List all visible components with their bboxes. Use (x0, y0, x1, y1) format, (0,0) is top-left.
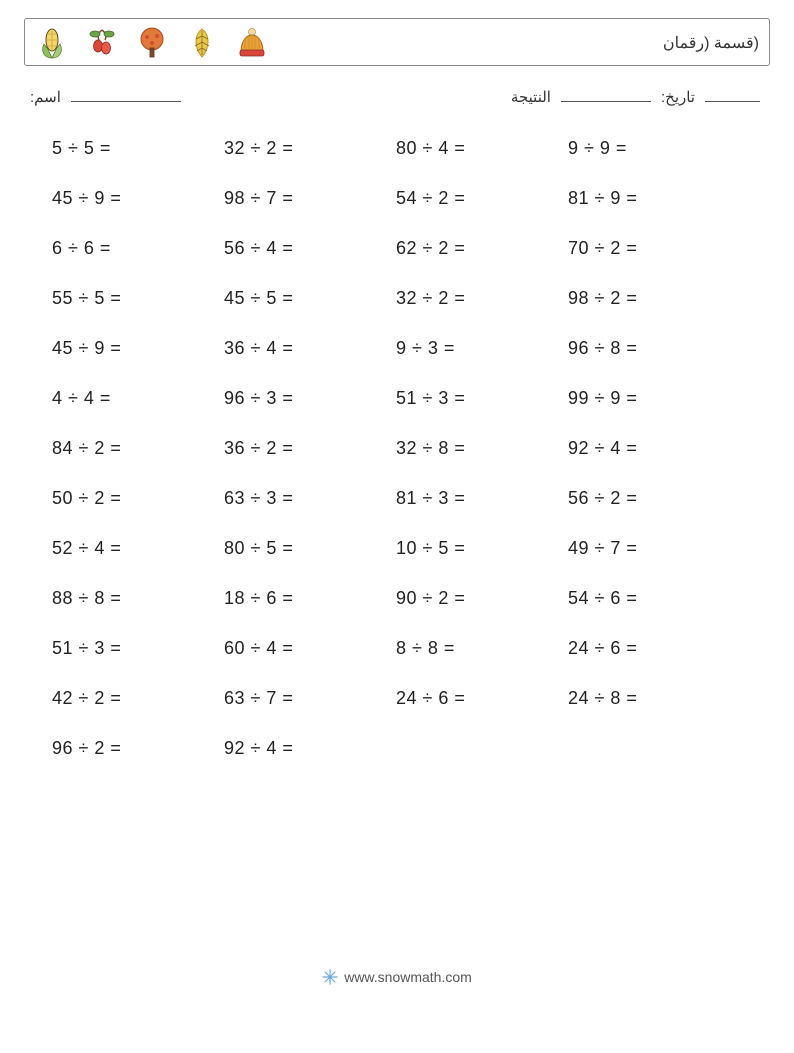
tree-autumn-icon (135, 26, 169, 60)
problem-cell: 32 ÷ 8 = (396, 438, 568, 459)
problem-cell: 9 ÷ 3 = (396, 338, 568, 359)
header-icons (35, 26, 269, 60)
problem-cell: 70 ÷ 2 = (568, 238, 740, 259)
problem-cell: 56 ÷ 2 = (568, 488, 740, 509)
problem-cell: 99 ÷ 9 = (568, 388, 740, 409)
problem-cell: 50 ÷ 2 = (52, 488, 224, 509)
problem-cell: 36 ÷ 2 = (224, 438, 396, 459)
date-label: :تاريخ (661, 88, 695, 106)
problem-cell: 4 ÷ 4 = (52, 388, 224, 409)
problem-cell: 8 ÷ 8 = (396, 638, 568, 659)
problem-cell: 5 ÷ 5 = (52, 138, 224, 159)
problem-cell: 51 ÷ 3 = (396, 388, 568, 409)
problem-cell: 42 ÷ 2 = (52, 688, 224, 709)
result-date-field: النتيجة :تاريخ (511, 88, 764, 106)
snowflake-icon (322, 969, 338, 985)
problem-cell: 84 ÷ 2 = (52, 438, 224, 459)
problem-cell: 56 ÷ 4 = (224, 238, 396, 259)
problem-cell: 62 ÷ 2 = (396, 238, 568, 259)
problem-cell: 81 ÷ 3 = (396, 488, 568, 509)
problem-cell: 54 ÷ 6 = (568, 588, 740, 609)
problem-cell: 60 ÷ 4 = (224, 638, 396, 659)
problem-cell: 45 ÷ 9 = (52, 338, 224, 359)
name-field: :اسم (30, 88, 185, 106)
name-label: :اسم (30, 88, 61, 106)
problem-cell: 90 ÷ 2 = (396, 588, 568, 609)
problem-cell: 96 ÷ 3 = (224, 388, 396, 409)
footer-text: www.snowmath.com (344, 969, 472, 985)
corn-icon (35, 26, 69, 60)
berries-icon (85, 26, 119, 60)
problem-cell: 6 ÷ 6 = (52, 238, 224, 259)
problem-cell (568, 738, 740, 759)
problem-cell: 36 ÷ 4 = (224, 338, 396, 359)
problem-cell: 96 ÷ 2 = (52, 738, 224, 759)
problem-cell: 45 ÷ 5 = (224, 288, 396, 309)
meta-row: :اسم النتيجة :تاريخ (24, 88, 770, 106)
problems-grid: 5 ÷ 5 =32 ÷ 2 =80 ÷ 4 =9 ÷ 9 =45 ÷ 9 =98… (24, 138, 770, 759)
problem-cell: 45 ÷ 9 = (52, 188, 224, 209)
problem-cell: 63 ÷ 7 = (224, 688, 396, 709)
problem-cell: 96 ÷ 8 = (568, 338, 740, 359)
result-blank[interactable] (561, 88, 651, 102)
problem-cell: 49 ÷ 7 = (568, 538, 740, 559)
knit-hat-icon (235, 26, 269, 60)
problem-cell: 24 ÷ 8 = (568, 688, 740, 709)
name-blank[interactable] (71, 88, 181, 102)
footer: www.snowmath.com (24, 969, 770, 988)
problem-cell: 80 ÷ 5 = (224, 538, 396, 559)
problem-cell: 51 ÷ 3 = (52, 638, 224, 659)
problem-cell: 92 ÷ 4 = (568, 438, 740, 459)
problem-cell: 52 ÷ 4 = (52, 538, 224, 559)
problem-cell: 24 ÷ 6 = (396, 688, 568, 709)
worksheet-title: (قسمة (رقمان (663, 33, 759, 53)
leaf-icon (185, 26, 219, 60)
problem-cell: 98 ÷ 2 = (568, 288, 740, 309)
problem-cell (396, 738, 568, 759)
problem-cell: 92 ÷ 4 = (224, 738, 396, 759)
problem-cell: 32 ÷ 2 = (224, 138, 396, 159)
problem-cell: 81 ÷ 9 = (568, 188, 740, 209)
problem-cell: 98 ÷ 7 = (224, 188, 396, 209)
problem-cell: 9 ÷ 9 = (568, 138, 740, 159)
problem-cell: 55 ÷ 5 = (52, 288, 224, 309)
problem-cell: 88 ÷ 8 = (52, 588, 224, 609)
problem-cell: 24 ÷ 6 = (568, 638, 740, 659)
problem-cell: 54 ÷ 2 = (396, 188, 568, 209)
problem-cell: 32 ÷ 2 = (396, 288, 568, 309)
problem-cell: 18 ÷ 6 = (224, 588, 396, 609)
date-blank[interactable] (705, 88, 760, 102)
problem-cell: 63 ÷ 3 = (224, 488, 396, 509)
problem-cell: 10 ÷ 5 = (396, 538, 568, 559)
worksheet-header: (قسمة (رقمان (24, 18, 770, 66)
problem-cell: 80 ÷ 4 = (396, 138, 568, 159)
result-label: النتيجة (511, 88, 551, 106)
